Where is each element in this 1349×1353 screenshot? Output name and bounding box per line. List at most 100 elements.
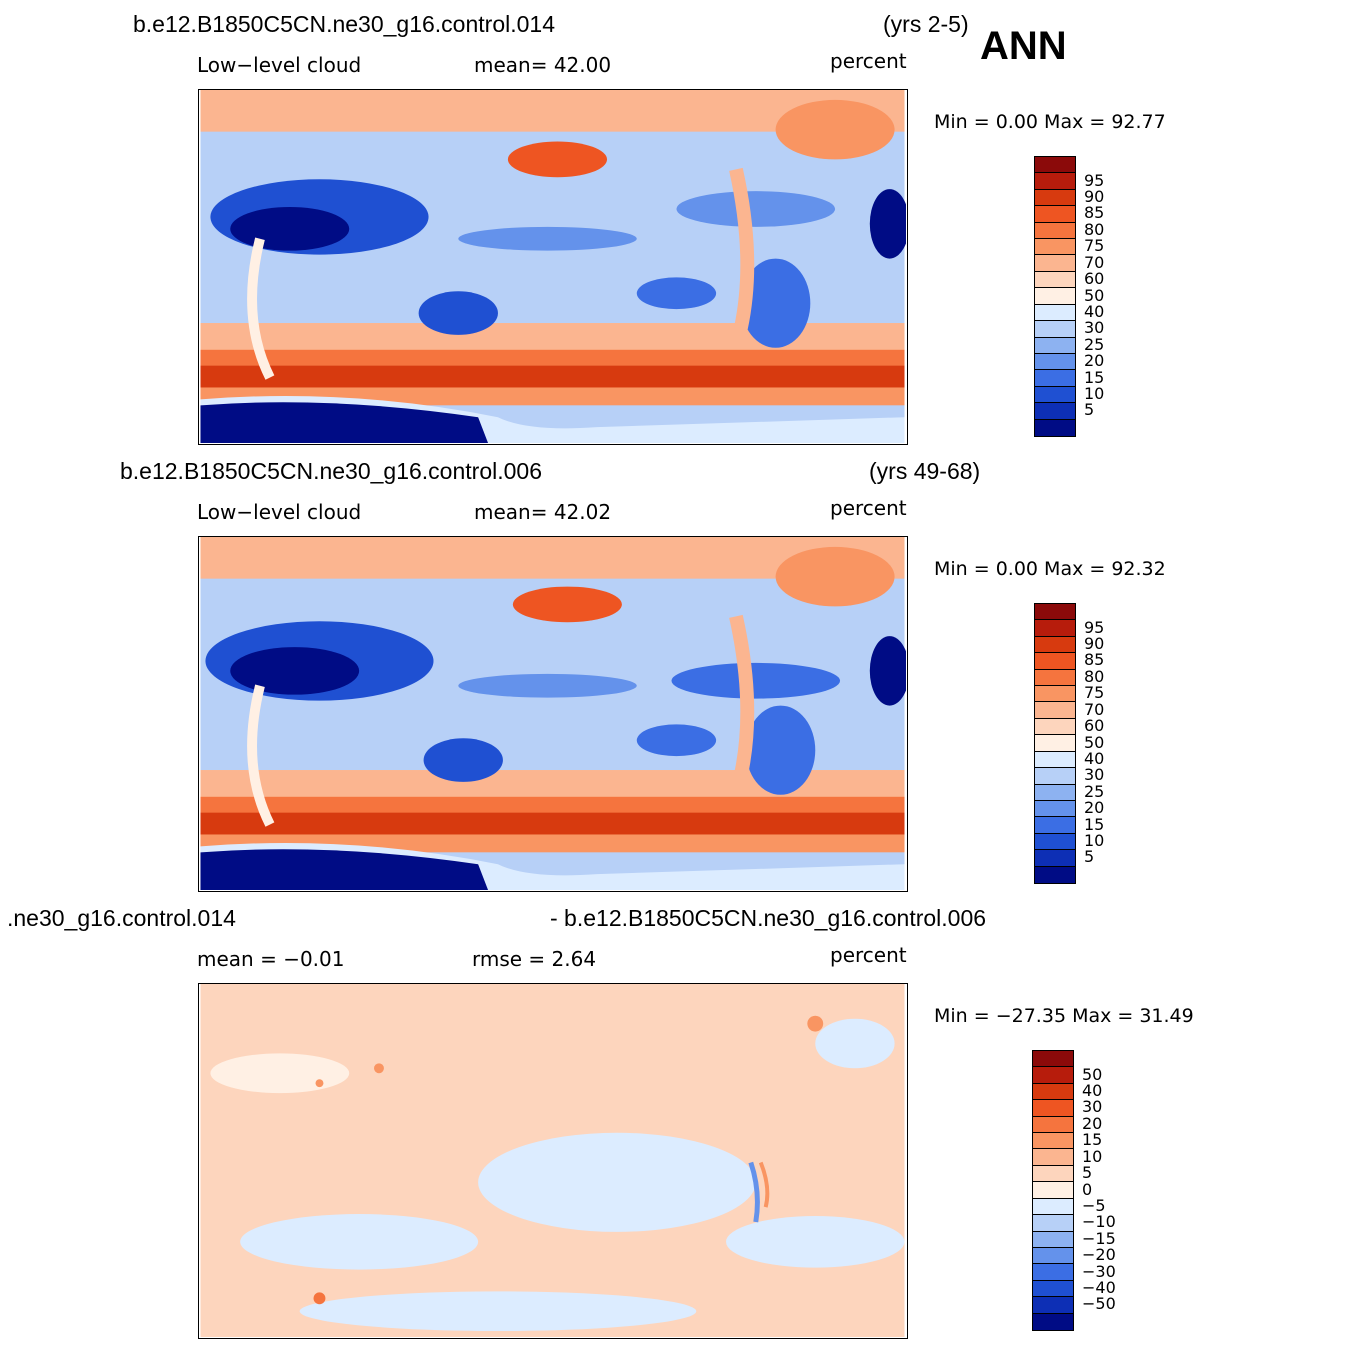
- panel2-colorbar-label: 80: [1084, 666, 1105, 686]
- panel3-minus-case: - b.e12.B1850C5CN.ne30_g16.control.006: [550, 905, 987, 931]
- panel2-colorbar-box: [1035, 718, 1075, 736]
- panel2-colorbar-box: [1035, 636, 1075, 654]
- panel3-colorbar-box: [1033, 1264, 1073, 1281]
- panel2-colorbar-box: [1035, 686, 1075, 703]
- panel3-colorbar-box: [1033, 1313, 1073, 1330]
- panel3-colorbar-label: −40: [1082, 1277, 1116, 1297]
- panel1-colorbar-box: [1035, 321, 1075, 338]
- panel3-colorbar-box: [1033, 1280, 1073, 1298]
- panel2-colorbar-label: 15: [1084, 814, 1105, 834]
- panel1-map: [198, 89, 908, 445]
- panel3-colorbar-box: [1033, 1100, 1073, 1117]
- panel1-colorbar-box: [1035, 403, 1075, 420]
- panel1-colorbar-box: [1035, 222, 1075, 240]
- panel1-map-field: [200, 90, 906, 443]
- panel2-colorbar-box: [1035, 604, 1075, 621]
- panel1-colorbar-box: [1035, 157, 1075, 174]
- panel2-colorbar-label: 25: [1084, 781, 1105, 801]
- panel3-colorbar: [1032, 1050, 1074, 1331]
- panel2-colorbar-label: 40: [1084, 748, 1105, 768]
- panel2-colorbar-label: 30: [1084, 765, 1105, 785]
- panel3-colorbar-label: 10: [1082, 1146, 1103, 1166]
- panel3-colorbar-box: [1033, 1165, 1073, 1183]
- panel3-colorbar-box: [1033, 1247, 1073, 1265]
- panel1-colorbar-label: 75: [1084, 236, 1105, 256]
- season-label: ANN: [980, 24, 1067, 68]
- panel2-colorbar: [1034, 603, 1076, 884]
- panel1-units: percent: [830, 49, 907, 73]
- panel3-colorbar-label: 0: [1082, 1179, 1093, 1199]
- panel3-colorbar-label: −15: [1082, 1228, 1116, 1248]
- panel3-map: [198, 983, 908, 1339]
- panel3-colorbar-label: −10: [1082, 1212, 1116, 1232]
- panel2-map: [198, 536, 908, 892]
- panel3-colorbar-box: [1033, 1116, 1073, 1134]
- panel2-years: (yrs 49-68): [869, 458, 981, 484]
- panel3-colorbar-box: [1033, 1297, 1073, 1314]
- panel2-colorbar-box: [1035, 735, 1075, 752]
- panel1-colorbar-box: [1035, 353, 1075, 371]
- panel2-colorbar-box: [1035, 850, 1075, 867]
- panel1-colorbar-box: [1035, 370, 1075, 387]
- panel1-years: (yrs 2-5): [883, 11, 969, 37]
- panel2-map-field: [200, 537, 906, 890]
- panel1-case-title: b.e12.B1850C5CN.ne30_g16.control.014: [133, 11, 555, 37]
- panel1-colorbar-label: 20: [1084, 351, 1105, 371]
- panel2-colorbar-label: 90: [1084, 634, 1105, 654]
- panel3-colorbar-box: [1033, 1067, 1073, 1084]
- panel3-minmax: Min = −27.35 Max = 31.49: [934, 1005, 1194, 1027]
- panel2-colorbar-box: [1035, 751, 1075, 769]
- panel3-colorbar-box: [1033, 1051, 1073, 1068]
- panel2-units: percent: [830, 496, 907, 520]
- panel1-colorbar-label: 10: [1084, 383, 1105, 403]
- panel1-colorbar: [1034, 156, 1076, 437]
- panel1-colorbar-label: 30: [1084, 318, 1105, 338]
- panel1-colorbar-box: [1035, 288, 1075, 305]
- panel1-colorbar-box: [1035, 189, 1075, 207]
- panel3-colorbar-label: 5: [1082, 1163, 1093, 1183]
- panel2-colorbar-label: 10: [1084, 830, 1105, 850]
- panel3-colorbar-box: [1033, 1215, 1073, 1232]
- panel1-colorbar-box: [1035, 206, 1075, 223]
- panel1-colorbar-box: [1035, 419, 1075, 436]
- panel2-colorbar-box: [1035, 702, 1075, 719]
- panel2-colorbar-label: 85: [1084, 650, 1105, 670]
- panel1-variable-label: Low−level cloud: [197, 53, 362, 77]
- panel2-minmax: Min = 0.00 Max = 92.32: [934, 558, 1166, 580]
- panel1-colorbar-label: 85: [1084, 203, 1105, 223]
- panel3-mean-label: mean = −0.01: [197, 947, 345, 971]
- panel1-colorbar-box: [1035, 386, 1075, 404]
- panel2-colorbar-box: [1035, 669, 1075, 687]
- panel1-colorbar-box: [1035, 239, 1075, 256]
- panel3-colorbar-label: −5: [1082, 1195, 1106, 1215]
- panel3-map-field: [200, 984, 905, 1337]
- panel1-minmax: Min = 0.00 Max = 92.77: [934, 111, 1166, 133]
- panel1-colorbar-label: 95: [1084, 170, 1105, 190]
- panel2-colorbar-box: [1035, 620, 1075, 637]
- panel1-colorbar-label: 50: [1084, 285, 1105, 305]
- panel3-colorbar-label: −50: [1082, 1294, 1116, 1314]
- panel2-colorbar-box: [1035, 833, 1075, 851]
- panel1-colorbar-label: 70: [1084, 252, 1105, 272]
- panel3-colorbar-label: 20: [1082, 1113, 1103, 1133]
- panel1-colorbar-box: [1035, 337, 1075, 354]
- panel3-rmse-label: rmse = 2.64: [472, 947, 597, 971]
- panel2-colorbar-box: [1035, 768, 1075, 785]
- panel2-mean-label: mean= 42.02: [474, 500, 612, 524]
- panel2-colorbar-box: [1035, 800, 1075, 818]
- panel1-colorbar-box: [1035, 304, 1075, 322]
- panel1-colorbar-label: 60: [1084, 269, 1105, 289]
- panel1-colorbar-box: [1035, 255, 1075, 272]
- panel2-colorbar-label: 5: [1084, 847, 1095, 867]
- panel3-colorbar-label: 40: [1082, 1081, 1103, 1101]
- panel3-colorbar-box: [1033, 1231, 1073, 1248]
- panel2-colorbar-box: [1035, 817, 1075, 834]
- panel3-colorbar-box: [1033, 1182, 1073, 1199]
- panel3-case-title: .ne30_g16.control.014: [7, 905, 236, 931]
- panel2-colorbar-box: [1035, 784, 1075, 801]
- panel2-colorbar-box: [1035, 866, 1075, 883]
- panel2-colorbar-box: [1035, 653, 1075, 670]
- panel3-units: percent: [830, 943, 907, 967]
- panel1-colorbar-label: 15: [1084, 367, 1105, 387]
- panel1-colorbar-label: 90: [1084, 187, 1105, 207]
